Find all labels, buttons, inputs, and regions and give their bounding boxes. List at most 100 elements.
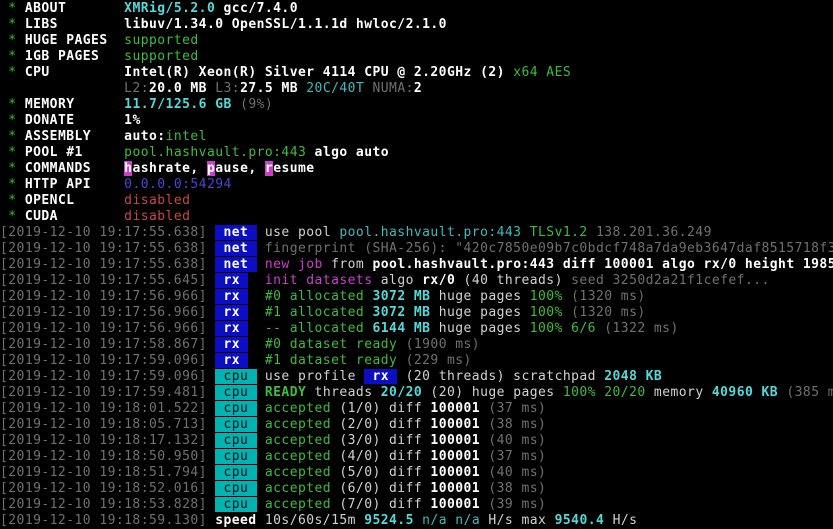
text-segment: new job: [264, 257, 323, 272]
text-segment: [2019-12-10 19:17:55.645]: [0, 273, 207, 288]
log-net-new-job: [2019-12-10 19:17:55.638] net new job fr…: [0, 257, 833, 273]
text-segment: 11.7/125.6 GB: [124, 97, 232, 112]
text-segment: [2019-12-10 19:17:58.867]: [0, 337, 207, 352]
text-segment: [2019-12-10 19:18:53.828]: [0, 497, 207, 512]
text-segment: r: [264, 161, 274, 176]
text-segment: 20.0 MB: [149, 81, 207, 96]
log-cpu-accepted-4: [2019-12-10 19:18:50.950] cpu accepted (…: [0, 449, 833, 465]
sysinfo-1gb-pages: * 1GB PAGES supported: [0, 49, 833, 65]
text-segment: 100001: [430, 465, 481, 480]
text-segment: [248, 353, 265, 368]
text-segment: [257, 241, 265, 256]
text-segment: [414, 513, 422, 528]
text-segment: ABOUT: [24, 1, 125, 16]
text-segment: rx: [215, 273, 249, 288]
text-segment: (1900 ms): [405, 337, 481, 352]
text-segment: rx: [215, 321, 249, 336]
log-cpu-accepted-3: [2019-12-10 19:18:17.132] cpu accepted (…: [0, 433, 833, 449]
text-segment: (38 ms): [488, 481, 547, 496]
text-segment: intel: [165, 129, 207, 144]
text-segment: *: [0, 193, 25, 208]
text-segment: [397, 353, 405, 368]
text-segment: algo: [372, 273, 423, 288]
text-segment: 138.201.36.249: [595, 225, 712, 240]
text-segment: [257, 225, 265, 240]
log-rx-init-datasets: [2019-12-10 19:17:55.645] rx init datase…: [0, 273, 833, 289]
text-segment: [207, 449, 215, 464]
text-segment: rx: [215, 305, 249, 320]
text-segment: (39 ms): [488, 497, 547, 512]
text-segment: [0, 81, 124, 96]
text-segment: 3072 MB: [372, 289, 431, 304]
text-segment: [563, 289, 571, 304]
sysinfo-libs: * LIBS libuv/1.34.0 OpenSSL/1.1.1d hwloc…: [0, 17, 833, 33]
text-segment: cpu: [215, 417, 257, 432]
text-segment: [257, 401, 265, 416]
text-segment: accepted: [264, 449, 332, 464]
text-segment: 100% 20/20: [562, 385, 646, 400]
text-segment: #1 dataset ready: [264, 353, 398, 368]
text-segment: x64 AES: [513, 65, 572, 80]
text-segment: [257, 385, 265, 400]
text-segment: [2019-12-10 19:18:59.130]: [0, 513, 207, 528]
text-segment: use profile: [264, 369, 365, 384]
text-segment: 0.0.0.0:54294: [124, 177, 232, 192]
text-segment: (20) huge pages: [422, 385, 563, 400]
text-segment: [2019-12-10 19:17:56.966]: [0, 289, 207, 304]
text-segment: (4/0) diff: [331, 449, 431, 464]
text-segment: [257, 433, 265, 448]
text-segment: cpu: [215, 497, 257, 512]
text-segment: [248, 289, 265, 304]
text-segment: 100001: [430, 433, 481, 448]
text-segment: [521, 225, 529, 240]
text-segment: accepted: [264, 465, 332, 480]
log-cpu-accepted-5: [2019-12-10 19:18:51.794] cpu accepted (…: [0, 465, 833, 481]
text-segment: 9540.4: [554, 513, 605, 528]
text-segment: [364, 81, 372, 96]
text-segment: ASSEMBLY: [24, 129, 125, 144]
text-segment: *: [0, 49, 25, 64]
text-segment: [248, 273, 265, 288]
text-segment: from: [322, 257, 373, 272]
sysinfo-opencl: * OPENCL disabled: [0, 193, 833, 209]
text-segment: [207, 481, 215, 496]
text-segment: huge pages: [430, 289, 530, 304]
text-segment: CUDA: [24, 209, 125, 224]
text-segment: [207, 433, 215, 448]
text-segment: (1/0) diff: [331, 401, 431, 416]
text-segment: [257, 257, 265, 272]
text-segment: (7/0) diff: [331, 497, 431, 512]
sysinfo-commands: * COMMANDS hashrate, pause, resume: [0, 161, 833, 177]
text-segment: (40 ms): [488, 465, 547, 480]
text-segment: gcc/7.4.0: [223, 1, 298, 16]
text-segment: *: [0, 65, 25, 80]
text-segment: [2019-12-10 19:17:56.966]: [0, 305, 207, 320]
text-segment: (2/0) diff: [331, 417, 431, 432]
text-segment: [207, 289, 215, 304]
text-segment: 10s/60s/15m: [256, 513, 365, 528]
text-segment: 100001: [430, 417, 481, 432]
sysinfo-cuda: * CUDA disabled: [0, 209, 833, 225]
text-segment: TLSv1.2: [529, 225, 588, 240]
text-segment: cpu: [215, 369, 257, 384]
text-segment: (9%): [240, 97, 274, 112]
sysinfo-about: * ABOUT XMRig/5.2.0 gcc/7.4.0: [0, 1, 833, 17]
text-segment: READY: [264, 385, 307, 400]
text-segment: accepted: [264, 481, 332, 496]
text-segment: [248, 337, 265, 352]
text-segment: (40 threads): [455, 273, 572, 288]
text-segment: 1%: [124, 113, 141, 128]
text-segment: cpu: [215, 401, 257, 416]
text-segment: *: [0, 209, 25, 224]
sysinfo-assembly: * ASSEMBLY auto:intel: [0, 129, 833, 145]
log-cpu-accepted-7: [2019-12-10 19:18:53.828] cpu accepted (…: [0, 497, 833, 513]
text-segment: (38 ms): [488, 417, 547, 432]
text-segment: 100001: [430, 401, 481, 416]
text-segment: -- allocated: [264, 321, 365, 336]
text-segment: (5/0) diff: [331, 465, 431, 480]
text-segment: #1 allocated: [264, 305, 365, 320]
text-segment: h: [124, 161, 133, 176]
text-segment: threads: [306, 385, 381, 400]
text-segment: rx: [215, 353, 249, 368]
text-segment: HTTP API: [24, 177, 125, 192]
